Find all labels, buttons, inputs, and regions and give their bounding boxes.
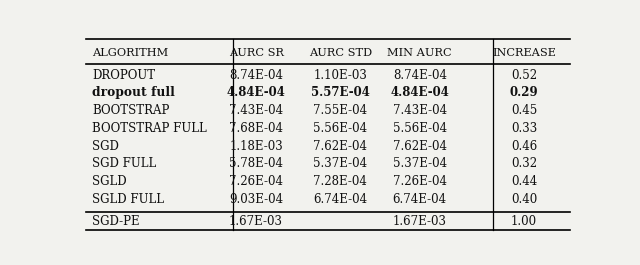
Text: 5.57E-04: 5.57E-04 xyxy=(311,86,370,99)
Text: BOOTSTRAP FULL: BOOTSTRAP FULL xyxy=(92,122,207,135)
Text: 5.56E-04: 5.56E-04 xyxy=(314,122,367,135)
Text: 7.26E-04: 7.26E-04 xyxy=(393,175,447,188)
Text: AURC SR: AURC SR xyxy=(228,48,284,58)
Text: SGD-PE: SGD-PE xyxy=(92,215,140,228)
Text: 8.74E-04: 8.74E-04 xyxy=(229,69,283,82)
Text: 0.44: 0.44 xyxy=(511,175,537,188)
Text: BOOTSTRAP: BOOTSTRAP xyxy=(92,104,170,117)
Text: 6.74E-04: 6.74E-04 xyxy=(393,193,447,206)
Text: 7.43E-04: 7.43E-04 xyxy=(393,104,447,117)
Text: 6.74E-04: 6.74E-04 xyxy=(314,193,367,206)
Text: 9.03E-04: 9.03E-04 xyxy=(229,193,283,206)
Text: 4.84E-04: 4.84E-04 xyxy=(390,86,449,99)
Text: 0.29: 0.29 xyxy=(509,86,538,99)
Text: ALGORITHM: ALGORITHM xyxy=(92,48,169,58)
Text: 0.46: 0.46 xyxy=(511,140,537,153)
Text: 7.26E-04: 7.26E-04 xyxy=(229,175,283,188)
Text: MIN AURC: MIN AURC xyxy=(387,48,452,58)
Text: SGLD: SGLD xyxy=(92,175,127,188)
Text: 4.84E-04: 4.84E-04 xyxy=(227,86,285,99)
Text: dropout full: dropout full xyxy=(92,86,175,99)
Text: 1.10E-03: 1.10E-03 xyxy=(314,69,367,82)
Text: 0.32: 0.32 xyxy=(511,157,537,170)
Text: 7.43E-04: 7.43E-04 xyxy=(229,104,283,117)
Text: SGD FULL: SGD FULL xyxy=(92,157,157,170)
Text: 7.28E-04: 7.28E-04 xyxy=(314,175,367,188)
Text: 1.67E-03: 1.67E-03 xyxy=(393,215,447,228)
Text: SGLD FULL: SGLD FULL xyxy=(92,193,164,206)
Text: 0.52: 0.52 xyxy=(511,69,537,82)
Text: 5.37E-04: 5.37E-04 xyxy=(314,157,367,170)
Text: 5.78E-04: 5.78E-04 xyxy=(229,157,283,170)
Text: 1.00: 1.00 xyxy=(511,215,537,228)
Text: 7.55E-04: 7.55E-04 xyxy=(314,104,367,117)
Text: 7.62E-04: 7.62E-04 xyxy=(393,140,447,153)
Text: AURC STD: AURC STD xyxy=(309,48,372,58)
Text: SGD: SGD xyxy=(92,140,119,153)
Text: INCREASE: INCREASE xyxy=(492,48,556,58)
Text: 7.62E-04: 7.62E-04 xyxy=(314,140,367,153)
Text: 0.40: 0.40 xyxy=(511,193,537,206)
Text: 1.18E-03: 1.18E-03 xyxy=(229,140,283,153)
Text: 7.68E-04: 7.68E-04 xyxy=(229,122,283,135)
Text: 8.74E-04: 8.74E-04 xyxy=(393,69,447,82)
Text: 0.33: 0.33 xyxy=(511,122,537,135)
Text: 1.67E-03: 1.67E-03 xyxy=(229,215,283,228)
Text: 5.37E-04: 5.37E-04 xyxy=(393,157,447,170)
Text: 5.56E-04: 5.56E-04 xyxy=(393,122,447,135)
Text: 0.45: 0.45 xyxy=(511,104,537,117)
Text: DROPOUT: DROPOUT xyxy=(92,69,156,82)
